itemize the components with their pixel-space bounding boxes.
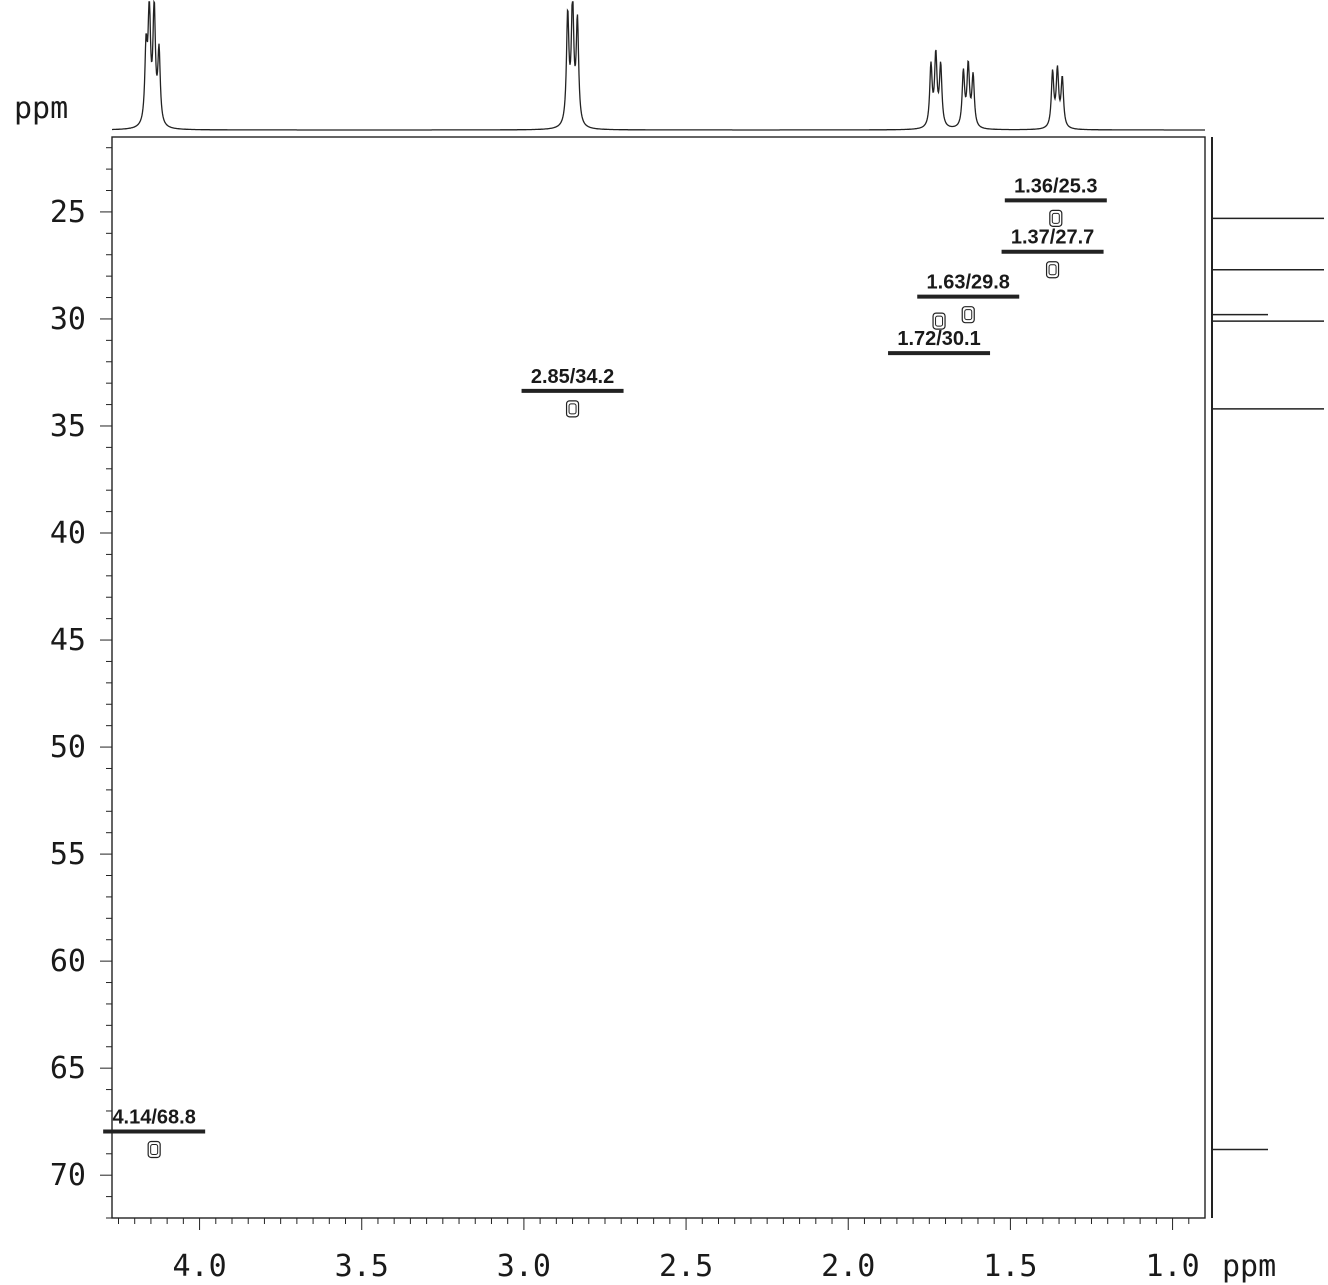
y-tick-label: 25 bbox=[50, 195, 86, 230]
cross-peak-contour bbox=[932, 312, 946, 330]
x-axis: 4.0 3.5 3.0 2.5 2.0 1.5 1.0 bbox=[117, 1218, 1200, 1284]
cross-peak: 1.37/27.7 bbox=[1001, 227, 1104, 279]
cross-peak-contour-inner bbox=[150, 1144, 159, 1156]
plot-border bbox=[111, 136, 1206, 1219]
cross-peak-label: 1.36/25.3 bbox=[1014, 175, 1097, 197]
y-tick-label: 35 bbox=[50, 409, 86, 444]
x-tick-label: 4.0 bbox=[172, 1249, 226, 1284]
cross-peak-label: 2.85/34.2 bbox=[531, 366, 614, 388]
cross-peak-label: 1.63/29.8 bbox=[927, 272, 1010, 294]
y-tick-label: 70 bbox=[50, 1158, 86, 1193]
cross-peak-contour-inner bbox=[935, 315, 944, 327]
top-projection-spectrum bbox=[112, 0, 1205, 131]
x-tick-label: 2.0 bbox=[821, 1249, 875, 1284]
cross-peak-contour bbox=[147, 1140, 161, 1159]
y-axis-unit-label: ppm bbox=[14, 91, 68, 126]
cross-peak: 4.14/68.8 bbox=[103, 1107, 206, 1159]
x-tick-label: 1.0 bbox=[1145, 1249, 1199, 1284]
y-tick-label: 65 bbox=[50, 1051, 86, 1086]
y-tick-label: 55 bbox=[50, 837, 86, 872]
cross-peak-contour bbox=[1045, 261, 1060, 279]
y-tick-label: 60 bbox=[50, 944, 86, 979]
x-tick-label: 1.5 bbox=[983, 1249, 1037, 1284]
cross-peak-contour-inner bbox=[964, 309, 973, 321]
top-projection-trace bbox=[112, 0, 1205, 131]
plot-frame bbox=[111, 136, 1213, 1219]
cross-peak-label: 1.72/30.1 bbox=[897, 328, 980, 350]
x-tick-label: 3.0 bbox=[497, 1249, 551, 1284]
cross-peak-contour bbox=[961, 306, 975, 324]
x-tick-label: 3.5 bbox=[335, 1249, 389, 1284]
x-axis-unit-label: ppm bbox=[1222, 1249, 1276, 1284]
cross-peak-contour-inner bbox=[1051, 212, 1060, 224]
y-tick-label: 40 bbox=[50, 516, 86, 551]
cross-peak: 2.85/34.2 bbox=[521, 366, 624, 418]
cross-peak-contour-inner bbox=[568, 403, 577, 415]
y-tick-label: 30 bbox=[50, 302, 86, 337]
y-tick-label: 50 bbox=[50, 730, 86, 765]
y-tick-label: 45 bbox=[50, 623, 86, 658]
cross-peaks: 1.36/25.3 1.37/27.7 1.63/29.8 1.72/30.1 2.85… bbox=[103, 175, 1107, 1159]
cross-peak-label: 4.14/68.8 bbox=[112, 1107, 195, 1129]
cross-peak: 1.63/29.8 bbox=[917, 272, 1020, 324]
x-tick-label: 2.5 bbox=[659, 1249, 713, 1284]
y-axis: 25 30 35 40 45 50 55 60 65 70 bbox=[50, 147, 112, 1219]
cross-peak: 1.36/25.3 bbox=[1004, 175, 1107, 227]
cross-peak-label: 1.37/27.7 bbox=[1011, 227, 1094, 249]
right-projection-spectrum bbox=[1212, 217, 1324, 1151]
cross-peak-contour bbox=[565, 400, 580, 418]
cross-peak-contour-inner bbox=[1048, 264, 1057, 276]
cross-peak-contour bbox=[1049, 209, 1063, 227]
cross-peak: 1.72/30.1 bbox=[888, 312, 991, 356]
